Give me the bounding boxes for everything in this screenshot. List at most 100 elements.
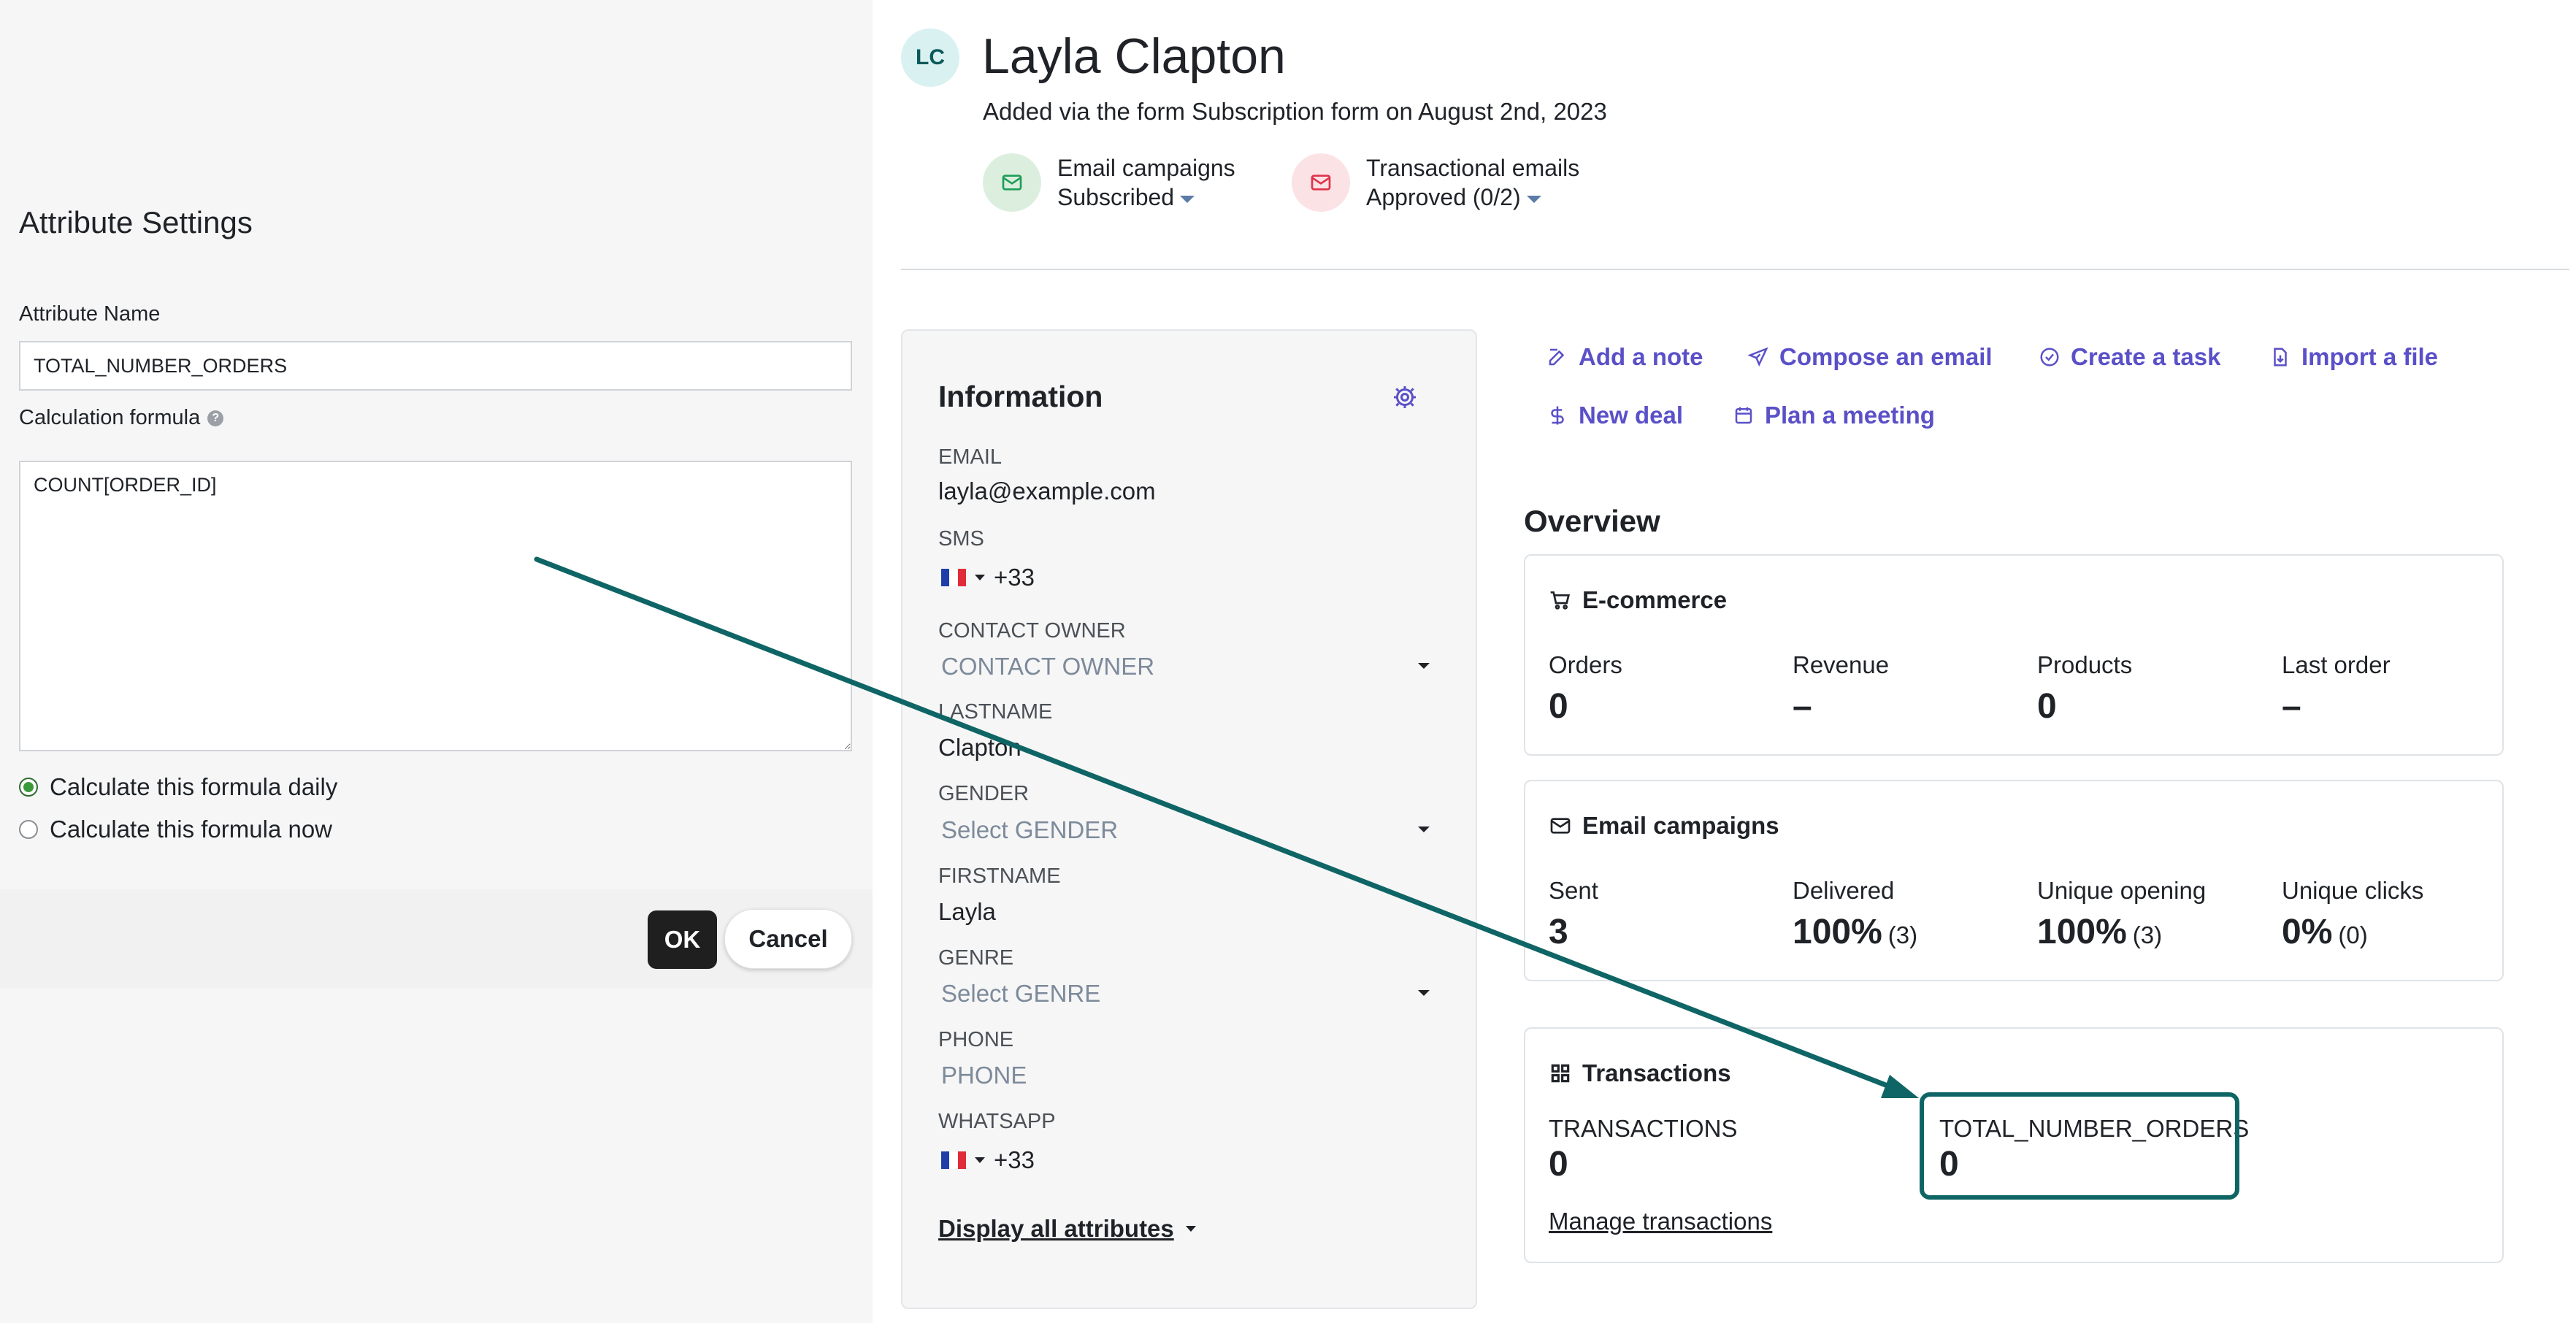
cancel-button[interactable]: Cancel — [724, 909, 852, 969]
products-value: 0 — [2037, 687, 2057, 726]
email-campaigns-subscription[interactable]: Email campaigns Subscribed — [983, 153, 1235, 212]
last-order-value: – — [2282, 687, 2301, 726]
cart-icon — [1550, 591, 1571, 610]
email-campaigns-header: Email campaigns — [1549, 812, 1779, 840]
import-file-action[interactable]: Import a file — [2269, 343, 2438, 371]
radio-now-label: Calculate this formula now — [50, 816, 333, 843]
email-campaigns-card-title: Email campaigns — [1582, 812, 1779, 839]
unique-opening-count: (3) — [2132, 921, 2163, 948]
attribute-name-input[interactable] — [19, 341, 852, 391]
unique-opening-metric: Unique opening 100% (3) — [2037, 877, 2206, 952]
transactional-icon-circle — [1292, 153, 1350, 212]
edit-icon — [1549, 348, 1565, 366]
genre-select[interactable]: Select GENRE — [941, 980, 1101, 1007]
add-note-action[interactable]: Add a note — [1546, 343, 1703, 371]
email-campaigns-icon-circle — [983, 153, 1041, 212]
whatsapp-value: +33 — [994, 1146, 1035, 1173]
ecommerce-card: E-commerce Orders 0 Revenue – Products 0… — [1524, 554, 2504, 756]
delivered-label: Delivered — [1793, 877, 1895, 904]
orders-metric: Orders 0 — [1549, 651, 1622, 726]
transactional-title: Transactional emails — [1366, 155, 1580, 181]
contact-owner-select[interactable]: CONTACT OWNER — [941, 653, 1155, 680]
attribute-name-label: Attribute Name — [19, 302, 161, 326]
information-card: Information EMAIL layla@example.com SMS … — [901, 329, 1477, 1309]
gear-icon[interactable] — [1392, 384, 1418, 410]
email-label: EMAIL — [938, 445, 1003, 469]
delivered-value-row: 100% (3) — [1793, 912, 1917, 952]
radio-option-daily[interactable]: Calculate this formula daily — [19, 773, 337, 801]
display-all-text: Display all attributes — [938, 1215, 1174, 1242]
firstname-value[interactable]: Layla — [938, 898, 996, 925]
chevron-down-icon[interactable] — [975, 575, 985, 580]
chevron-down-icon — [1526, 195, 1541, 203]
unique-clicks-value-row: 0% (0) — [2282, 912, 2423, 952]
manage-transactions-link[interactable]: Manage transactions — [1549, 1208, 1773, 1235]
unique-clicks-value: 0% — [2282, 913, 2333, 951]
france-flag-icon[interactable] — [941, 1151, 966, 1169]
overview-title: Overview — [1524, 504, 1660, 538]
radio-now-button[interactable] — [19, 820, 38, 839]
products-metric: Products 0 — [2037, 651, 2132, 726]
transactional-emails-subscription[interactable]: Transactional emails Approved (0/2) — [1292, 153, 1579, 212]
mail-icon — [1002, 175, 1022, 191]
plan-meeting-action[interactable]: Plan a meeting — [1733, 402, 1935, 429]
chevron-down-icon[interactable] — [1418, 663, 1430, 669]
revenue-label: Revenue — [1793, 651, 1890, 678]
gender-select[interactable]: Select GENDER — [941, 816, 1119, 843]
orders-value: 0 — [1549, 687, 1568, 726]
compose-email-action[interactable]: Compose an email — [1747, 343, 1993, 371]
ecommerce-header: E-commerce — [1549, 586, 1727, 614]
unique-opening-value-row: 100% (3) — [2037, 912, 2206, 952]
ok-button[interactable]: OK — [648, 910, 717, 969]
sent-metric: Sent 3 — [1549, 877, 1598, 952]
calculation-formula-textarea[interactable]: COUNT[ORDER_ID] — [19, 461, 852, 751]
create-task-action[interactable]: Create a task — [2039, 343, 2220, 371]
file-import-icon — [2274, 348, 2287, 367]
help-icon[interactable]: ? — [207, 410, 224, 426]
contact-subtitle: Added via the form Subscription form on … — [983, 98, 1607, 125]
gender-label: GENDER — [938, 782, 1030, 805]
sms-label: SMS — [938, 527, 984, 551]
phone-label: PHONE — [938, 1028, 1014, 1051]
header-divider — [901, 269, 2569, 270]
mail-icon — [1311, 175, 1331, 191]
radio-option-now[interactable]: Calculate this formula now — [19, 816, 332, 843]
chevron-down-icon[interactable] — [975, 1157, 985, 1163]
email-campaigns-card: Email campaigns Sent 3 Delivered 100% (3)… — [1524, 780, 2504, 981]
phone-value[interactable]: PHONE — [941, 1062, 1027, 1089]
email-campaigns-status-text: Subscribed — [1057, 184, 1175, 210]
contact-owner-label: CONTACT OWNER — [938, 619, 1126, 643]
email-campaigns-status[interactable]: Subscribed — [1057, 183, 1235, 212]
transactional-status[interactable]: Approved (0/2) — [1366, 183, 1579, 212]
total-number-orders-label: TOTAL_NUMBER_ORDERS — [1939, 1115, 2250, 1142]
sms-value: +33 — [994, 564, 1035, 591]
radio-daily-label: Calculate this formula daily — [50, 773, 338, 800]
calculation-formula-label: Calculation formula ? — [19, 406, 224, 430]
lastname-label: LASTNAME — [938, 700, 1053, 724]
dollar-icon — [1551, 406, 1564, 425]
information-title: Information — [938, 380, 1103, 413]
display-all-attributes-link[interactable]: Display all attributes — [938, 1215, 1196, 1243]
last-order-label: Last order — [2282, 651, 2391, 678]
france-flag-icon[interactable] — [941, 569, 966, 586]
new-deal-action[interactable]: New deal — [1546, 402, 1683, 429]
calendar-icon — [1735, 407, 1752, 424]
delivered-value: 100% — [1793, 913, 1882, 951]
chevron-down-icon — [1180, 195, 1195, 203]
highlight-box — [1920, 1092, 2239, 1200]
sms-field[interactable]: +33 — [941, 564, 1035, 591]
check-circle-icon — [2040, 348, 2059, 367]
email-value[interactable]: layla@example.com — [938, 478, 1156, 505]
genre-label: GENRE — [938, 946, 1014, 970]
chevron-down-icon[interactable] — [1418, 827, 1430, 832]
revenue-value: – — [1793, 687, 1812, 726]
panel-title: Attribute Settings — [19, 205, 253, 239]
sent-label: Sent — [1549, 877, 1598, 904]
orders-label: Orders — [1549, 651, 1622, 678]
calculation-formula-text: Calculation formula — [19, 406, 201, 429]
whatsapp-field[interactable]: +33 — [941, 1146, 1035, 1174]
lastname-value[interactable]: Clapton — [938, 734, 1021, 761]
chevron-down-icon[interactable] — [1418, 990, 1430, 996]
radio-daily-button[interactable] — [19, 778, 38, 797]
email-campaigns-title: Email campaigns — [1057, 155, 1235, 181]
